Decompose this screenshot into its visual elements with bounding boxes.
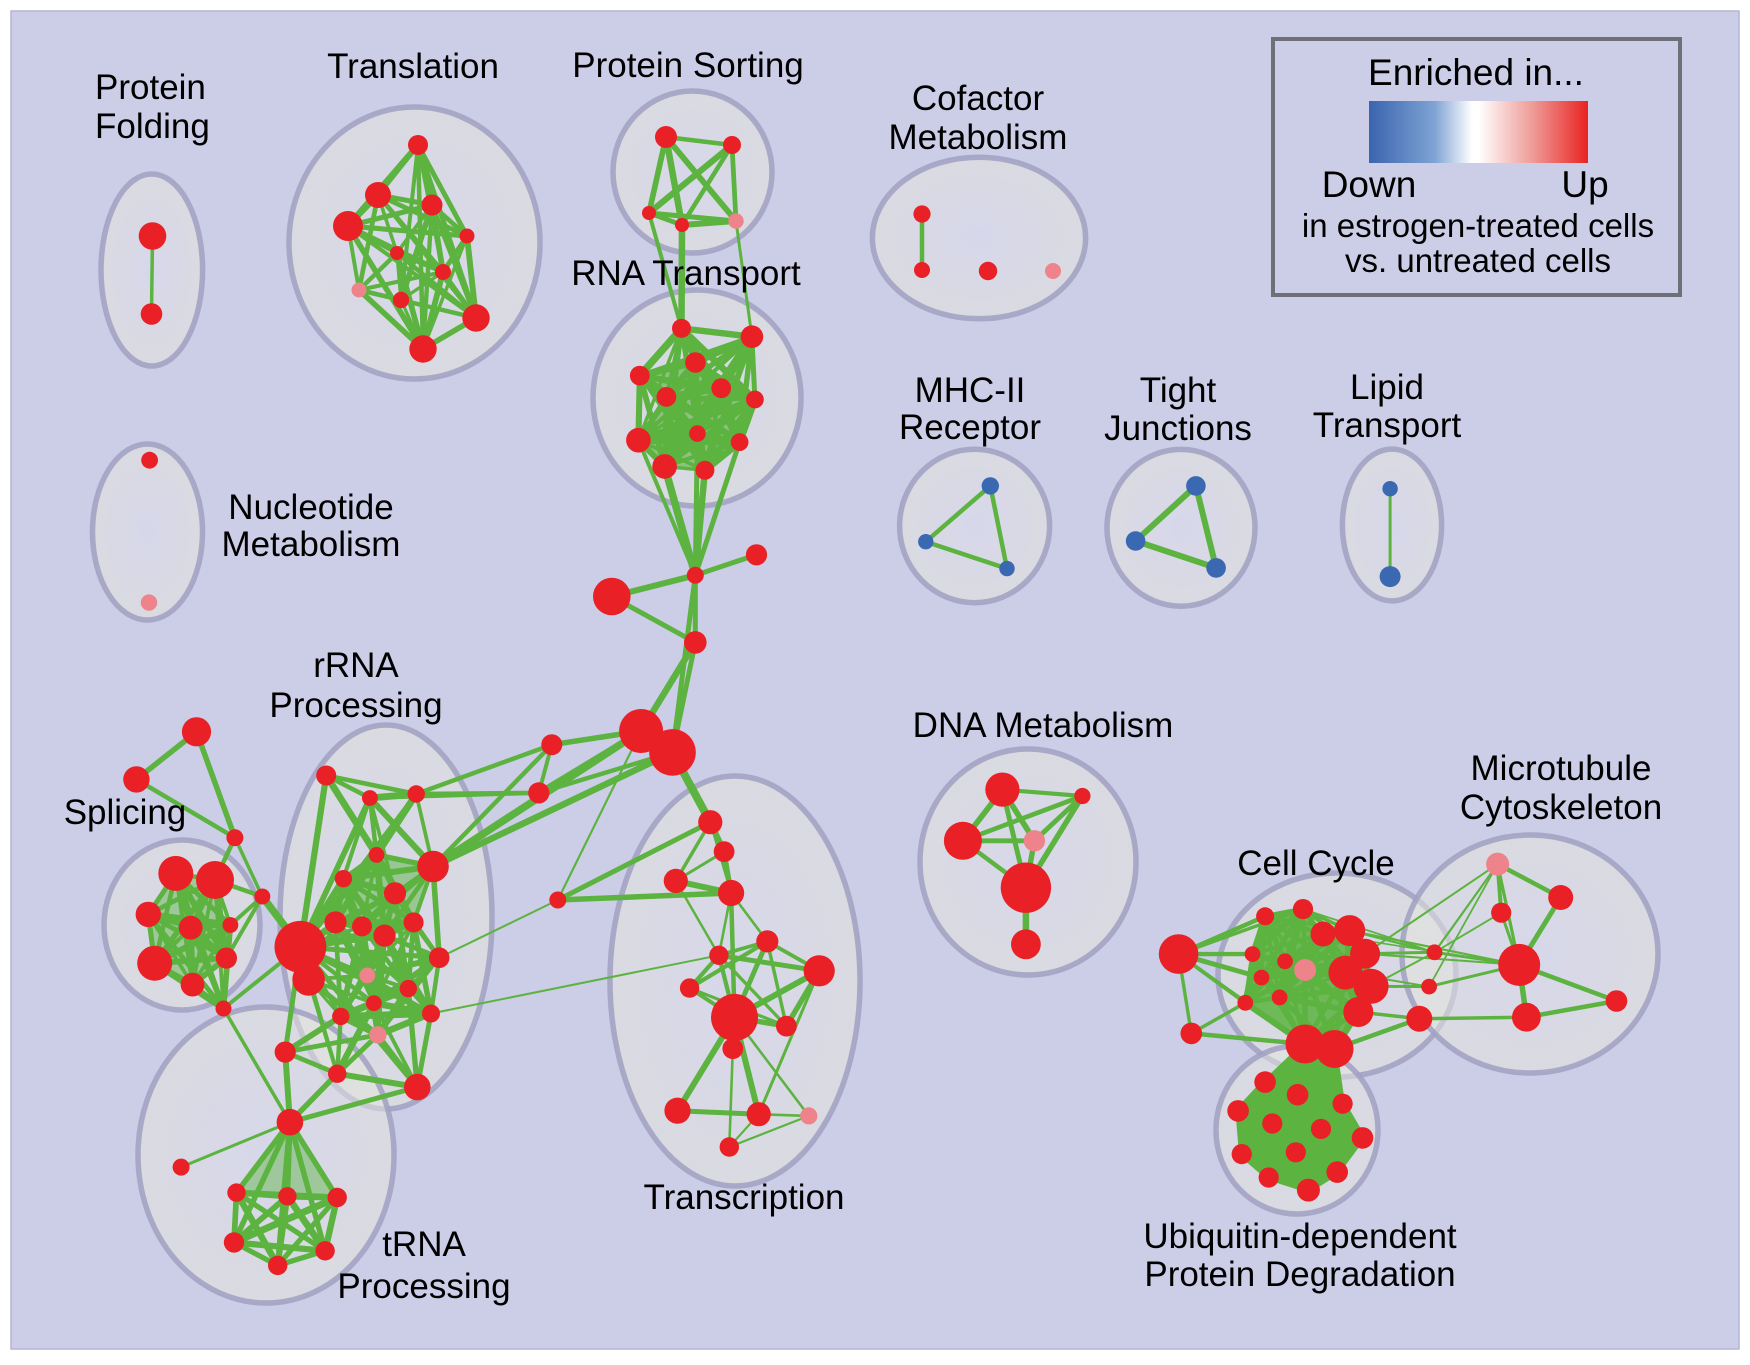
svg-text:Down: Down bbox=[1322, 164, 1417, 205]
svg-text:Lipid: Lipid bbox=[1350, 368, 1424, 407]
svg-text:Processing: Processing bbox=[269, 686, 442, 725]
svg-text:Protein Degradation: Protein Degradation bbox=[1144, 1255, 1455, 1294]
svg-text:tRNA: tRNA bbox=[382, 1225, 466, 1264]
svg-text:DNA Metabolism: DNA Metabolism bbox=[913, 706, 1174, 745]
svg-text:Tight: Tight bbox=[1140, 371, 1217, 410]
svg-text:Processing: Processing bbox=[337, 1267, 510, 1306]
svg-text:RNA Transport: RNA Transport bbox=[571, 254, 801, 293]
svg-text:Microtubule: Microtubule bbox=[1471, 749, 1652, 788]
svg-text:Junctions: Junctions bbox=[1104, 409, 1252, 448]
svg-text:Protein Sorting: Protein Sorting bbox=[572, 46, 804, 85]
svg-text:Transcription: Transcription bbox=[644, 1178, 845, 1217]
svg-text:Metabolism: Metabolism bbox=[222, 525, 401, 564]
svg-text:Ubiquitin-dependent: Ubiquitin-dependent bbox=[1143, 1217, 1457, 1256]
svg-text:Nucleotide: Nucleotide bbox=[228, 488, 393, 527]
svg-text:Folding: Folding bbox=[95, 107, 210, 146]
svg-text:in estrogen-treated cells: in estrogen-treated cells bbox=[1302, 207, 1654, 244]
svg-text:rRNA: rRNA bbox=[313, 646, 399, 685]
svg-text:Metabolism: Metabolism bbox=[889, 118, 1068, 157]
svg-text:Up: Up bbox=[1561, 164, 1608, 205]
svg-text:Cell Cycle: Cell Cycle bbox=[1237, 844, 1395, 883]
svg-text:Protein: Protein bbox=[95, 68, 206, 107]
svg-text:Enriched in...: Enriched in... bbox=[1368, 52, 1584, 93]
svg-text:Cofactor: Cofactor bbox=[912, 79, 1045, 118]
svg-text:Cytoskeleton: Cytoskeleton bbox=[1460, 788, 1662, 827]
svg-text:vs. untreated cells: vs. untreated cells bbox=[1345, 242, 1611, 279]
svg-text:Receptor: Receptor bbox=[899, 408, 1041, 447]
svg-text:Splicing: Splicing bbox=[64, 793, 187, 832]
svg-text:MHC-II: MHC-II bbox=[915, 371, 1026, 410]
svg-text:Transport: Transport bbox=[1313, 406, 1462, 445]
svg-text:Translation: Translation bbox=[327, 47, 499, 86]
